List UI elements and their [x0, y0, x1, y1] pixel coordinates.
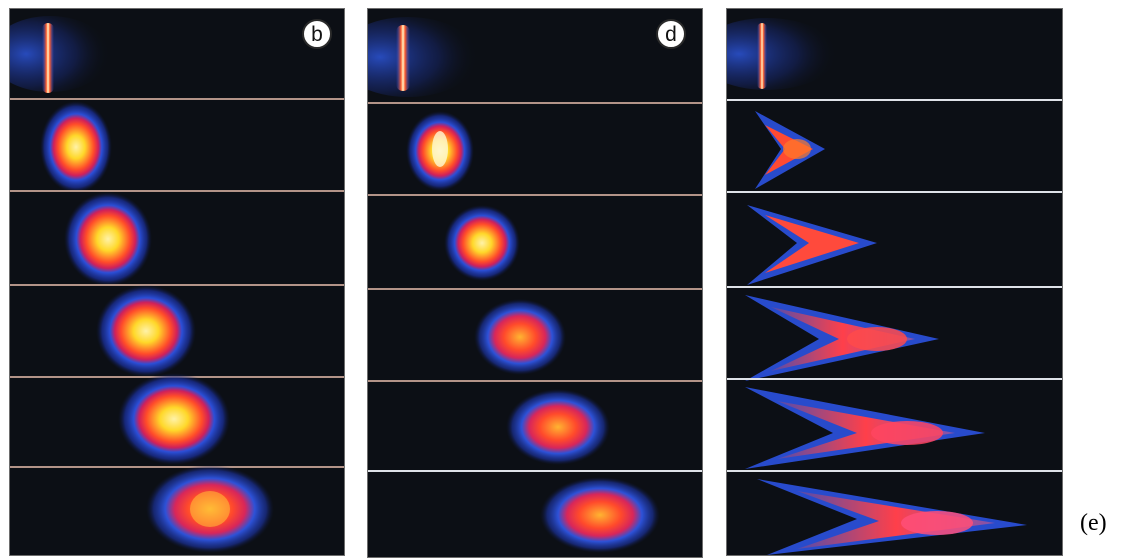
frame-5	[118, 373, 230, 465]
frame-2	[755, 111, 825, 189]
figure-caption: (e)	[1080, 510, 1107, 536]
frame-2	[40, 101, 112, 193]
image-column-e	[726, 8, 1063, 556]
panel-label-b: b	[302, 19, 332, 49]
frame-1	[368, 17, 478, 97]
image-column-e-frames	[727, 18, 1062, 555]
frame-5	[745, 387, 985, 469]
panel-label-d: d	[656, 19, 686, 49]
frame-5	[506, 389, 610, 465]
frame-4	[474, 299, 566, 375]
frame-6	[540, 477, 660, 553]
frame-2	[406, 111, 474, 191]
frame-6	[757, 479, 1027, 555]
frame-3	[64, 192, 152, 286]
image-column-b-frames	[10, 16, 344, 553]
frame-6	[146, 465, 274, 553]
frame-1	[727, 18, 837, 90]
frame-1	[10, 16, 110, 93]
image-column-d: d	[367, 8, 703, 558]
frame-4	[96, 285, 196, 377]
frame-3	[444, 205, 520, 281]
frame-3	[747, 205, 877, 285]
frame-4	[745, 295, 939, 381]
image-column-d-frames	[368, 17, 702, 553]
image-column-b: b	[9, 8, 345, 556]
